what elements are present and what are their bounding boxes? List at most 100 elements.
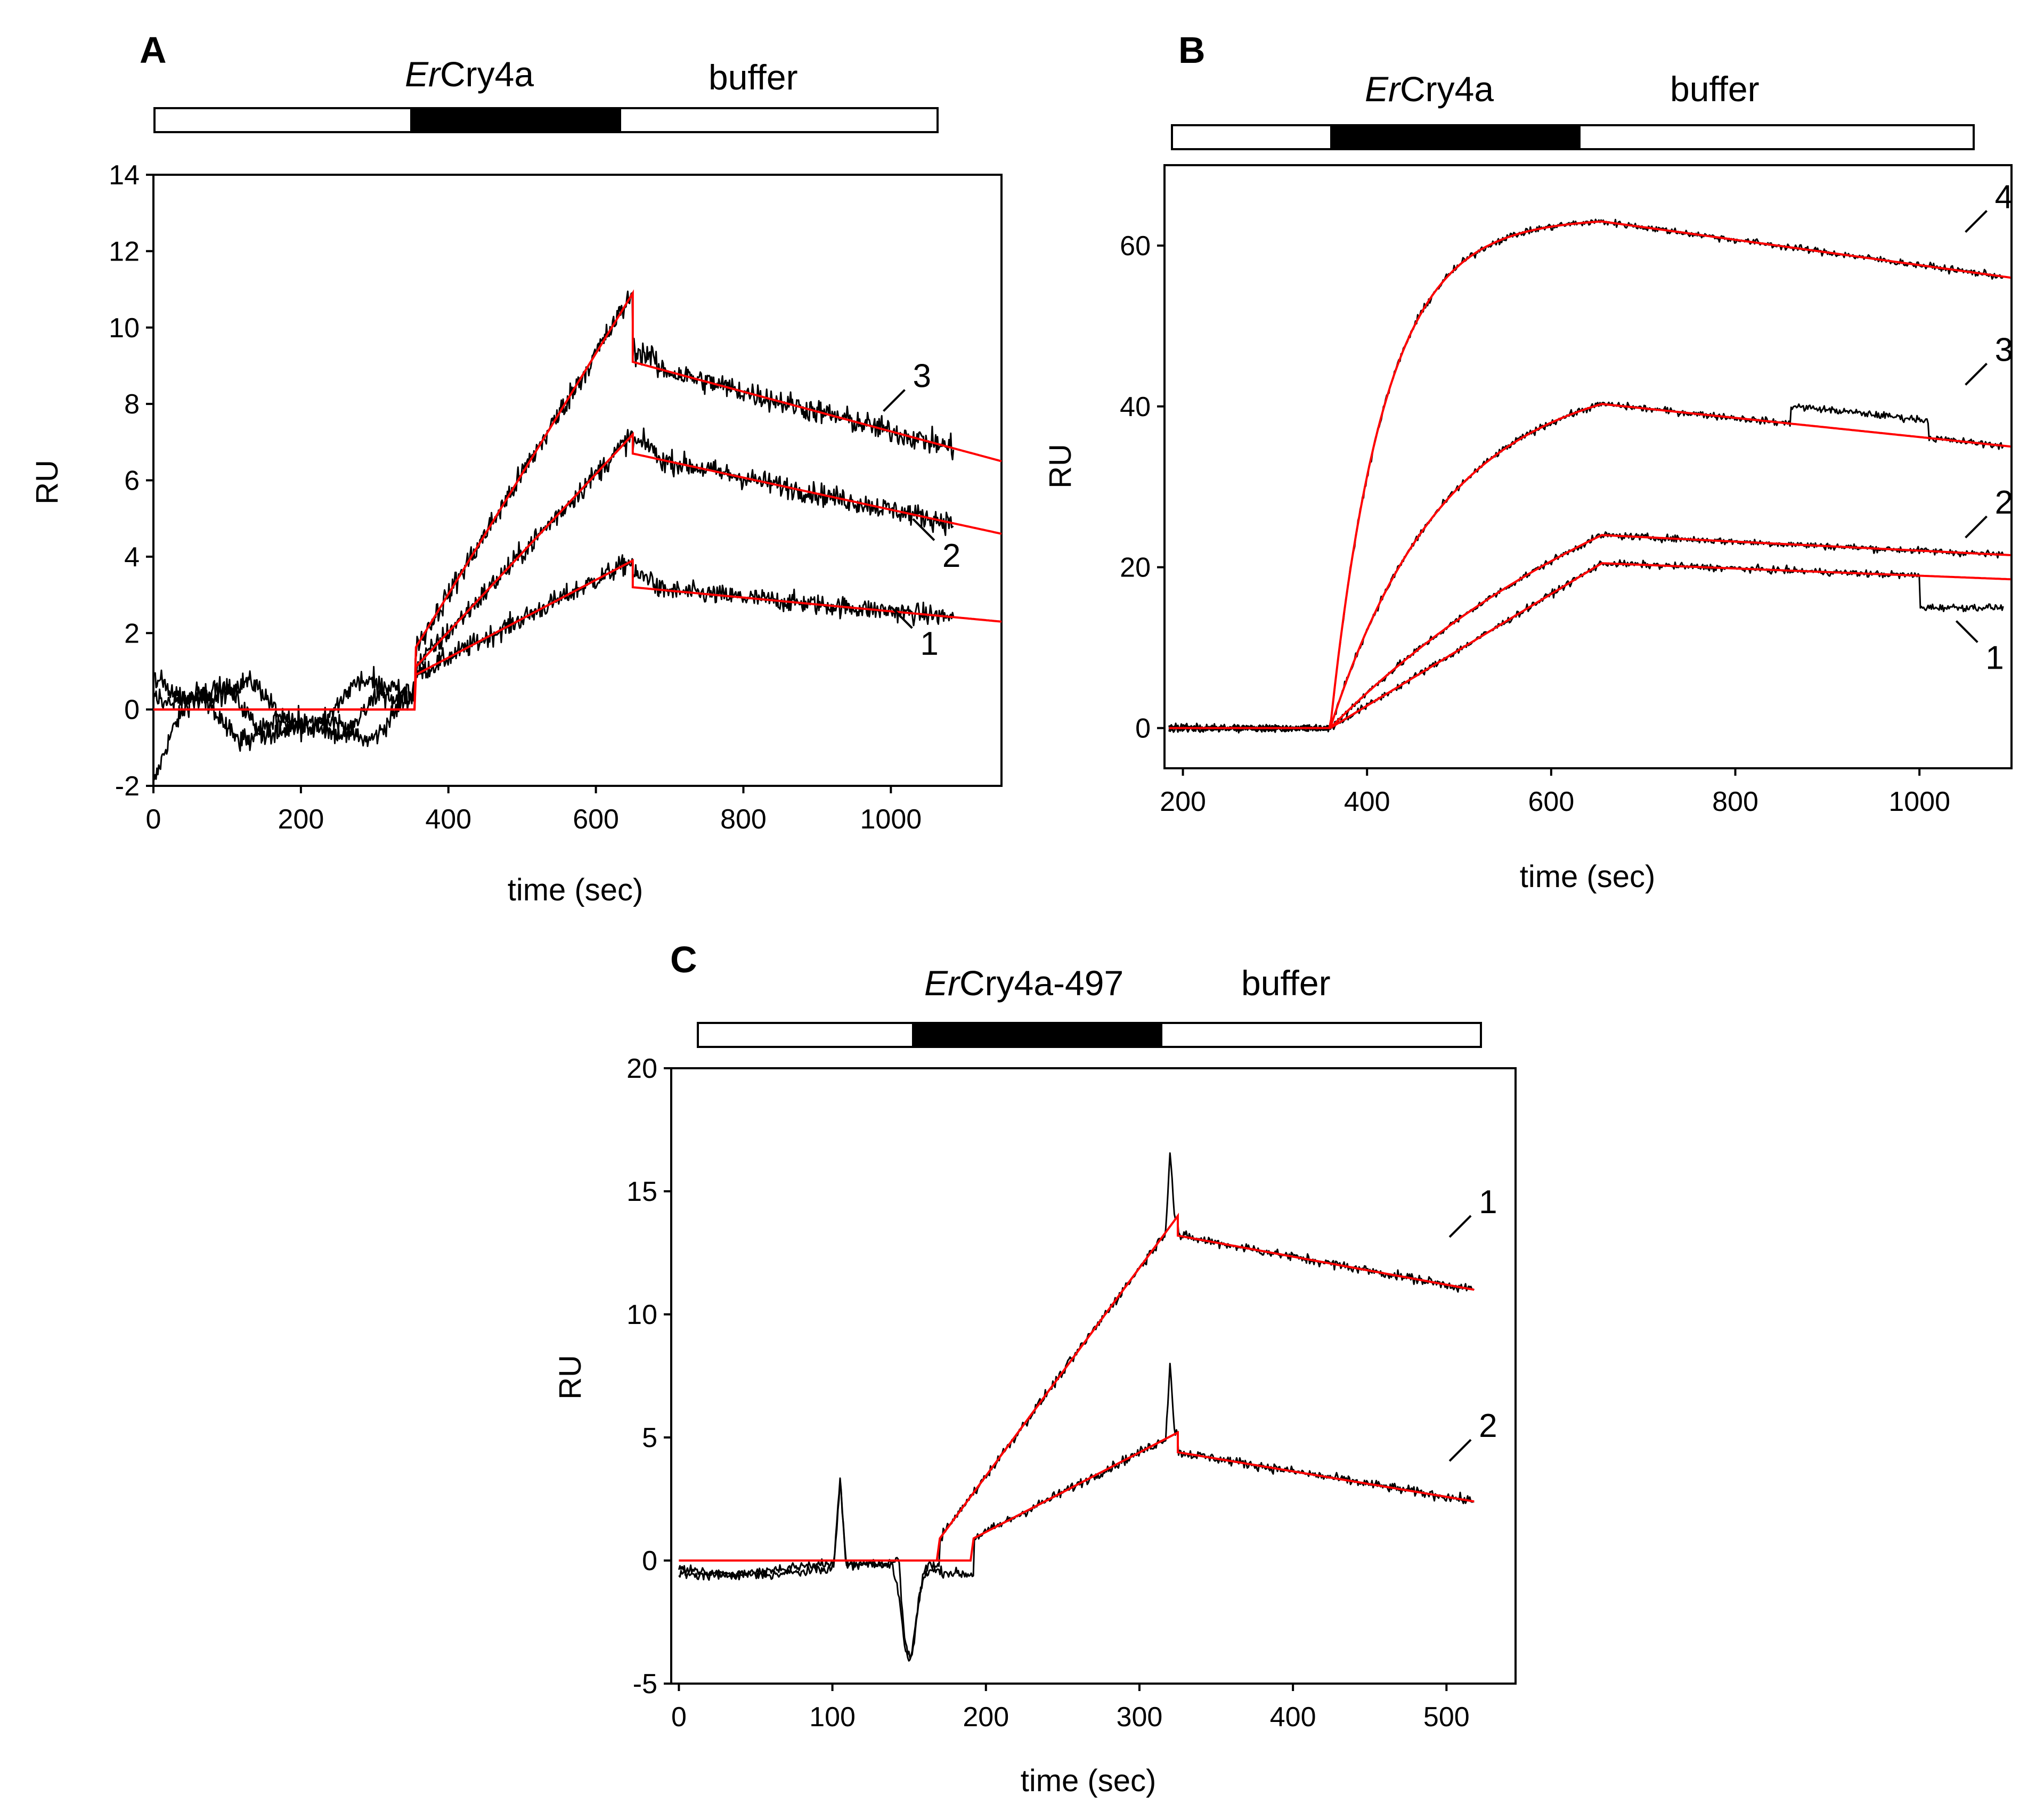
panel-a-x-axis: 0 200 400 600 800 1000 (146, 786, 922, 835)
panel-b-bar-buffer-label: buffer (1670, 69, 1760, 109)
x-tick-label: 400 (1344, 786, 1390, 817)
x-tick-label: 500 (1423, 1702, 1470, 1733)
panel-c-y-axis: -5 0 5 10 15 20 (626, 1053, 671, 1700)
panel-b-x-title: time (sec) (1520, 859, 1656, 894)
panel-c-bar-sample-italic: Er (924, 963, 961, 1003)
curve-label-1: 1 (920, 625, 938, 662)
y-tick-label: 0 (1135, 713, 1151, 744)
x-tick-label: 100 (809, 1702, 856, 1733)
panel-b-curve-labels: 1 2 3 4 (1955, 179, 2013, 677)
panel-a-bar-sample-rest: Cry4a (440, 54, 534, 94)
curve-label-leader (1448, 1215, 1472, 1238)
x-tick-label: 800 (720, 804, 767, 835)
y-tick-label: 6 (124, 466, 140, 497)
panel-c: C ErCry4a-497 buffer -5 0 5 10 15 20 0 100 200 3… (553, 939, 1517, 1798)
fit-line-3 (153, 289, 1002, 711)
x-tick-label: 0 (671, 1702, 687, 1733)
panel-c-plot-frame (670, 1067, 1517, 1685)
x-tick-label: 200 (1160, 786, 1206, 817)
curve-label-3: 3 (913, 358, 931, 395)
y-tick-label: 20 (626, 1053, 657, 1084)
data-trace-4 (1168, 218, 2004, 733)
panel-a-injection-bar (410, 108, 621, 132)
panel-c-x-axis: 0 100 200 300 400 500 (671, 1684, 1470, 1733)
panel-b-plot-frame (1163, 164, 2013, 769)
panel-a-y-axis: -2 0 2 4 6 8 10 12 14 (109, 160, 153, 802)
curve-label-2: 2 (1479, 1408, 1497, 1444)
panel-c-y-title: RU (553, 1355, 588, 1400)
panel-a-letter: A (140, 29, 167, 71)
curve-label-leader (1965, 515, 1988, 539)
panel-c-bar-buffer-label: buffer (1241, 963, 1331, 1003)
panel-c-bar-sample-rest: Cry4a-497 (959, 963, 1123, 1003)
panel-a-x-title: time (sec) (508, 873, 644, 907)
curve-label-3: 3 (1995, 331, 2013, 368)
y-tick-label: -5 (633, 1669, 657, 1700)
x-tick-label: 200 (963, 1702, 1009, 1733)
curve-label-2: 2 (1995, 484, 2013, 521)
panel-c-injection-bar (912, 1023, 1162, 1047)
fit-line-4 (1169, 220, 2011, 729)
x-tick-label: 600 (573, 804, 619, 835)
panel-b-bar-sample-italic: Er (1365, 69, 1402, 109)
y-tick-label: 10 (109, 313, 140, 344)
panel-b-letter: B (1178, 29, 1206, 71)
y-tick-label: 40 (1120, 392, 1151, 422)
panel-a-bar-sample-italic: Er (405, 54, 442, 94)
y-tick-label: 5 (642, 1423, 657, 1453)
curve-label-2: 2 (942, 538, 960, 574)
panel-c-bar-sample-label: ErCry4a-497 (924, 963, 1123, 1003)
x-tick-label: 800 (1712, 786, 1758, 817)
curve-label-4: 4 (1995, 179, 2013, 216)
fit-line-2 (679, 1431, 1475, 1562)
x-tick-label: 400 (1270, 1702, 1316, 1733)
panel-c-x-title: time (sec) (1021, 1764, 1157, 1798)
curve-label-1: 1 (1985, 640, 2004, 677)
data-trace-1 (152, 554, 955, 782)
curve-label-leader (912, 518, 935, 541)
curve-label-1: 1 (1479, 1184, 1497, 1221)
y-tick-label: 8 (124, 389, 140, 420)
x-tick-label: 1000 (860, 804, 922, 835)
y-tick-label: 60 (1120, 231, 1151, 262)
x-tick-label: 200 (278, 804, 324, 835)
y-tick-label: 10 (626, 1299, 657, 1330)
curve-label-leader (1955, 620, 1978, 643)
y-tick-label: 2 (124, 618, 140, 649)
curve-label-leader (1965, 210, 1988, 233)
panel-b-x-axis: 200 400 600 800 1000 (1160, 768, 1950, 817)
y-tick-label: 20 (1120, 552, 1151, 583)
y-tick-label: 0 (124, 695, 140, 726)
x-tick-label: 0 (146, 804, 161, 835)
y-tick-label: 15 (626, 1176, 657, 1207)
x-tick-label: 600 (1528, 786, 1574, 817)
panel-b-fits (1169, 220, 2011, 729)
y-tick-label: 4 (124, 542, 140, 573)
curve-label-leader (1448, 1439, 1472, 1462)
panel-a-bar-sample-label: ErCry4a (405, 54, 534, 94)
panel-b-injection-bar (1330, 125, 1581, 149)
x-tick-label: 400 (425, 804, 471, 835)
x-tick-label: 1000 (1888, 786, 1950, 817)
y-tick-label: -2 (115, 771, 140, 802)
panel-b-bar-sample-label: ErCry4a (1365, 69, 1494, 109)
panel-b-bar-sample-rest: Cry4a (1400, 69, 1494, 109)
curve-label-leader (883, 389, 906, 412)
panel-c-fits (679, 1213, 1475, 1562)
panel-a-fits (153, 289, 1002, 711)
panel-a-bar-buffer-label: buffer (709, 58, 798, 97)
curve-label-leader (1965, 362, 1988, 386)
panel-a-curve-labels: 1 2 3 (883, 358, 960, 662)
panel-b: B ErCry4a buffer 0 20 40 60 200 400 600 800 100… (1043, 29, 2013, 894)
x-tick-label: 300 (1117, 1702, 1163, 1733)
curve-label-leader (890, 606, 913, 629)
panel-b-y-title: RU (1043, 444, 1078, 489)
panel-c-curve-labels: 12 (1448, 1184, 1497, 1462)
y-tick-label: 0 (642, 1546, 657, 1577)
panel-a-y-title: RU (30, 460, 64, 505)
y-tick-label: 14 (109, 160, 140, 191)
panel-c-letter: C (670, 939, 697, 980)
